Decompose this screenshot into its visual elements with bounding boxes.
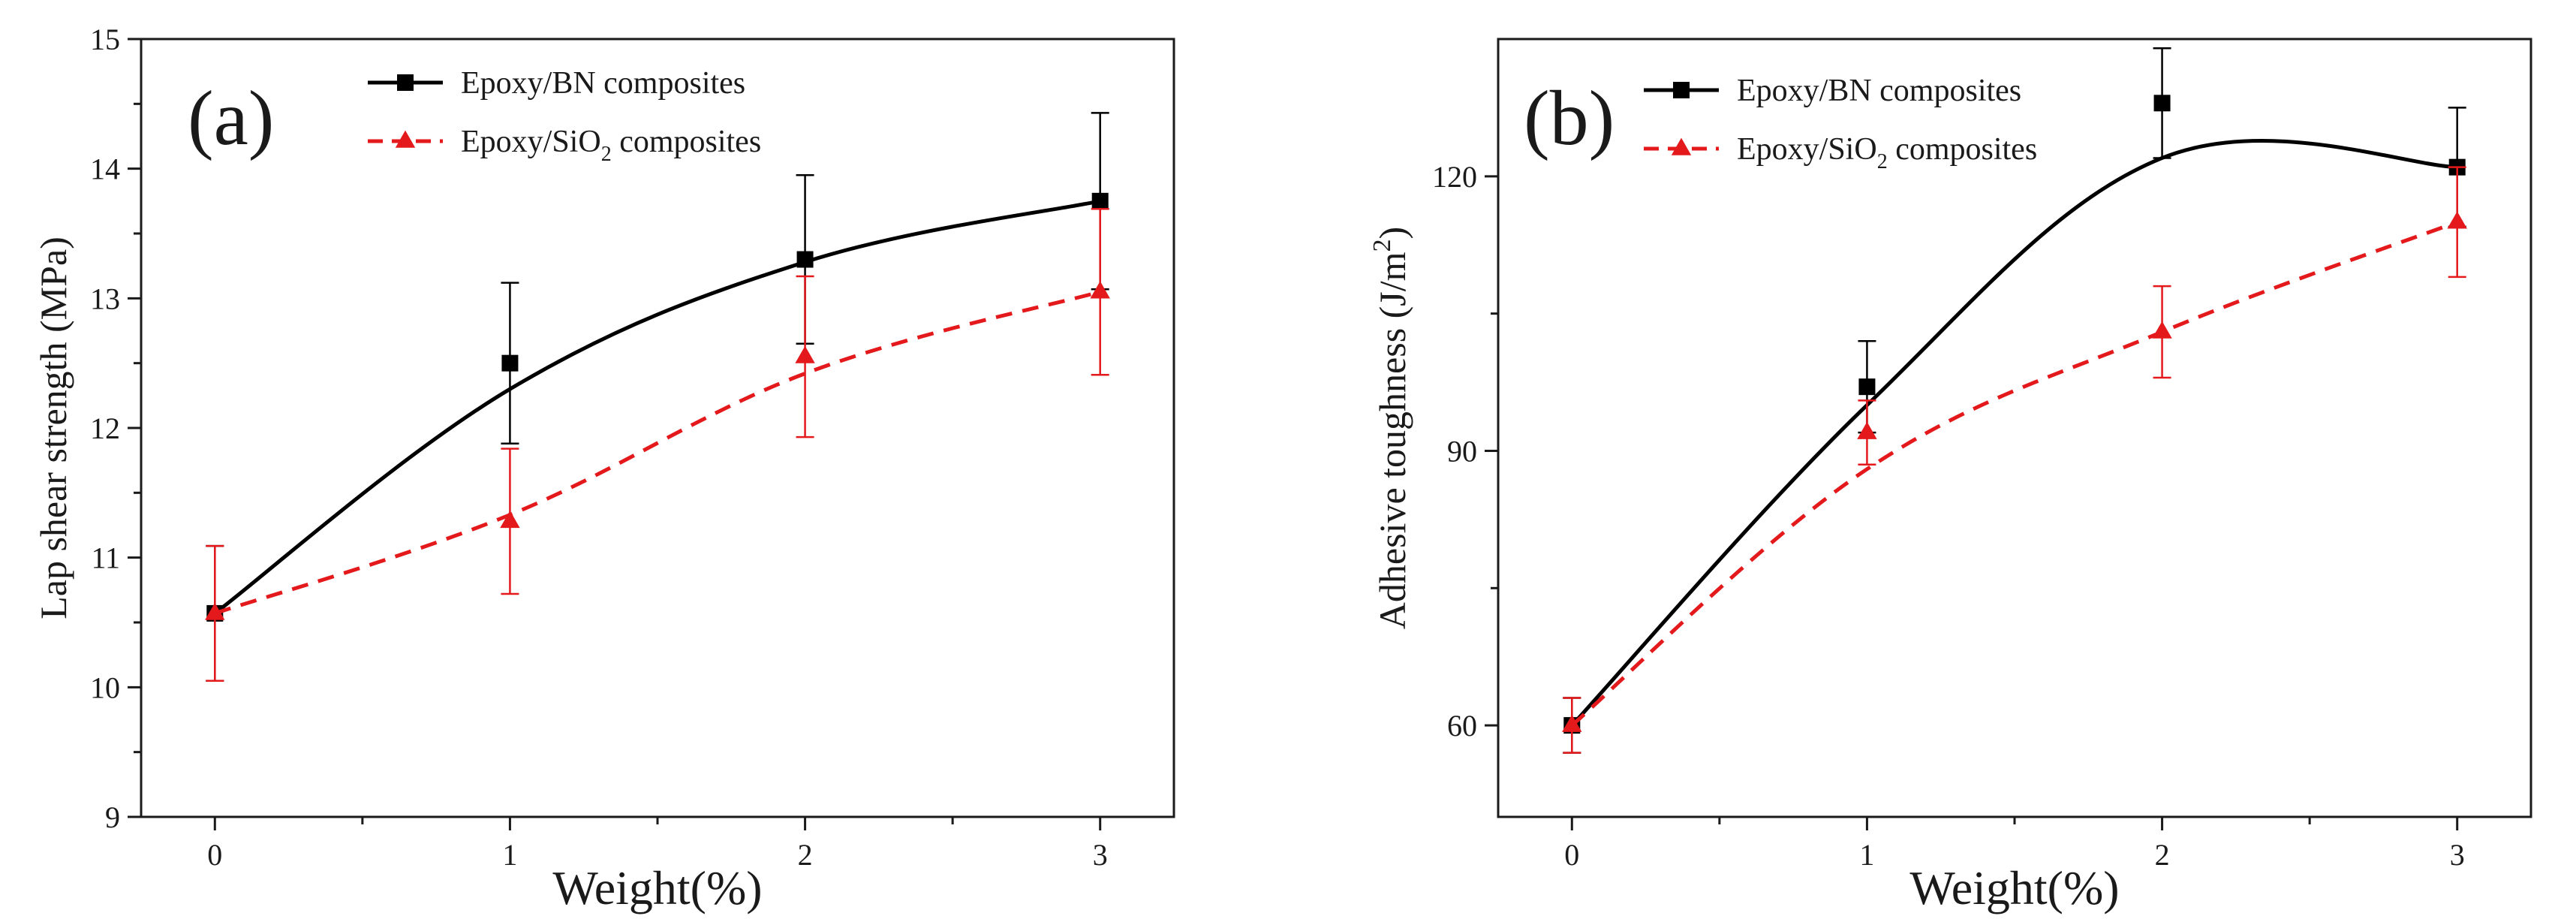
y-tick-label: 15 (90, 23, 120, 56)
data-point (1562, 714, 1582, 732)
legend-item: Epoxy/BN composites (368, 66, 745, 101)
series-epoxy-sio2 (1562, 166, 2467, 754)
y-tick-label: 10 (90, 670, 120, 704)
x-tick-label: 3 (1093, 838, 1108, 872)
legend-item: Epoxy/SiO2 composites (368, 125, 761, 166)
legend-label: Epoxy/SiO2 composites (1737, 132, 2037, 173)
y-axis-label-text: Adhesive toughness (J/m (1371, 252, 1413, 629)
panel-label: (b) (1524, 75, 1615, 161)
y-axis-label-suffix: ) (1371, 227, 1413, 240)
data-point (795, 345, 815, 363)
y-tick-label: 60 (1447, 709, 1477, 743)
x-tick-label: 3 (2450, 838, 2465, 872)
x-tick-label: 0 (1564, 838, 1579, 872)
x-tick-label: 0 (207, 838, 222, 872)
panel-label: (a) (188, 75, 274, 161)
y-tick-label: 9 (105, 800, 120, 834)
legend-label: Epoxy/SiO2 composites (461, 125, 761, 166)
legend-marker (395, 130, 416, 148)
legend: Epoxy/BN composites Epoxy/SiO2 composites (368, 66, 761, 166)
data-point (1090, 281, 1110, 299)
legend-marker (1671, 137, 1692, 155)
y-tick-label: 14 (90, 152, 120, 186)
series-epoxy-bn (206, 112, 1109, 682)
y-axis-label: Adhesive toughness (J/m2) (1368, 227, 1413, 629)
data-point (2447, 211, 2467, 229)
x-tick-label: 1 (502, 838, 517, 872)
data-point (2153, 95, 2171, 112)
chart-marks: 0 1 2 3 60 90 120 (1432, 47, 2467, 872)
legend-label: Epoxy/BN composites (461, 66, 745, 101)
legend-label: Epoxy/BN composites (1737, 74, 2021, 108)
y-tick-label: 90 (1447, 434, 1477, 468)
data-point (1858, 378, 1876, 396)
y-tick-label: 11 (91, 541, 120, 575)
legend-item: Epoxy/BN composites (1644, 74, 2021, 108)
legend: Epoxy/BN composites Epoxy/SiO2 composites (1644, 74, 2037, 173)
series-line (1570, 220, 2458, 728)
data-point (205, 602, 225, 620)
series-line (1570, 139, 2457, 727)
y-tick-label: 12 (90, 411, 120, 445)
data-point (796, 251, 814, 268)
legend-marker (397, 74, 414, 91)
data-point (1857, 421, 1877, 439)
series-line (214, 290, 1101, 616)
x-tick-label: 2 (798, 838, 813, 872)
y-axis-label: Lap shear strength (MPa) (32, 237, 74, 619)
y-axis-label-superscript: 2 (1368, 239, 1396, 252)
x-tick-label: 2 (2155, 838, 2170, 872)
data-point (1091, 192, 1109, 209)
y-tick-label: 120 (1432, 160, 1477, 194)
legend-marker (1673, 82, 1690, 98)
series-epoxy-sio2 (205, 207, 1110, 682)
x-axis-label: Weight(%) (1909, 861, 2119, 914)
y-tick-label: 13 (90, 282, 120, 315)
data-point (500, 510, 520, 529)
legend-item: Epoxy/SiO2 composites (1644, 132, 2037, 173)
data-point (501, 354, 519, 372)
x-axis-label: Weight(%) (552, 861, 762, 914)
x-tick-label: 1 (1859, 838, 1874, 872)
series-line (213, 199, 1101, 615)
data-point (2152, 321, 2172, 339)
